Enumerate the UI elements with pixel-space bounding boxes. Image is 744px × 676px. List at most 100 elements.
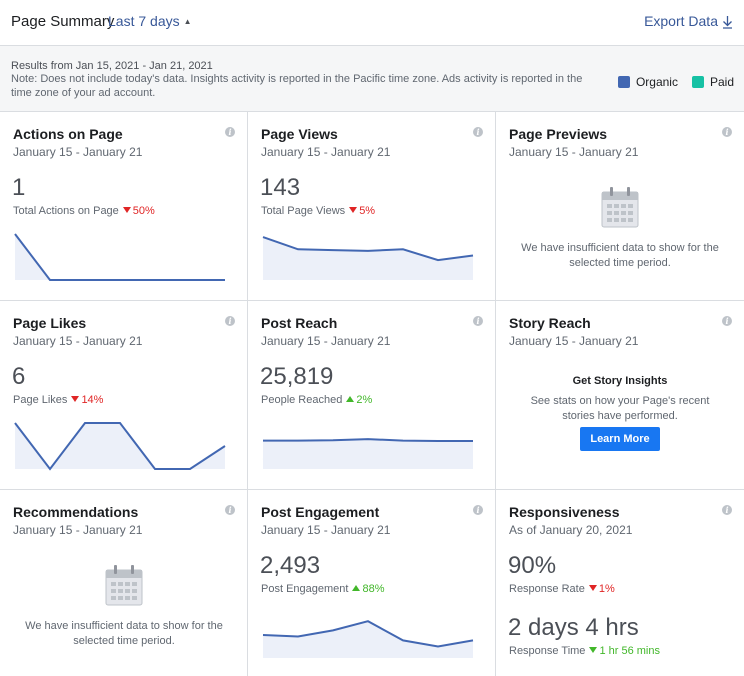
response-rate-label: Response Rate 1% <box>509 583 615 595</box>
series-area-organic <box>15 234 225 280</box>
story-description: See stats on how your Page's recent stor… <box>530 395 710 422</box>
info-icon[interactable]: i <box>473 316 483 326</box>
response-time-value: 2 days 4 hrs <box>508 614 639 641</box>
response-time-change: 1 hr 56 mins <box>599 645 660 657</box>
card-title: Responsiveness <box>509 504 620 520</box>
legend-paid: Paid <box>691 75 734 89</box>
response-rate-value: 90% <box>508 552 557 579</box>
legend-organic-label: Organic <box>635 75 678 89</box>
card-post-reach[interactable]: Post Reach January 15 - January 21 i 25,… <box>248 301 496 490</box>
info-icon[interactable]: i <box>473 127 483 137</box>
response-time-text: Response Time <box>509 645 586 657</box>
empty-state: We have insufficient data to show for th… <box>496 186 744 271</box>
down-arrow-icon <box>349 207 358 213</box>
metric-label-text: People Reached <box>261 394 343 406</box>
card-date: January 15 - January 21 <box>13 523 143 537</box>
down-arrow-icon <box>71 396 80 402</box>
metric-label-text: Post Engagement <box>261 583 349 595</box>
metric-label-text: Total Actions on Page <box>13 205 119 217</box>
legend-paid-label: Paid <box>709 75 734 89</box>
info-icon[interactable]: i <box>722 505 732 515</box>
results-range: Results from Jan 15, 2021 - Jan 21, 2021 <box>11 60 213 72</box>
export-data-link[interactable]: Export Data <box>644 13 733 29</box>
card-title: Post Reach <box>261 315 338 331</box>
response-rate-change: 1% <box>598 583 615 595</box>
legend-organic: Organic <box>617 75 678 89</box>
empty-message: We have insufficient data to show for th… <box>25 620 223 647</box>
card-date: January 15 - January 21 <box>261 145 391 159</box>
series-area-organic <box>263 439 473 469</box>
card-recommendations[interactable]: Recommendations January 15 - January 21 … <box>0 490 248 676</box>
info-icon[interactable]: i <box>722 127 732 137</box>
card-title: Story Reach <box>509 315 591 331</box>
up-arrow-icon <box>352 585 361 591</box>
card-title: Page Views <box>261 126 338 142</box>
card-date: January 15 - January 21 <box>13 334 143 348</box>
card-date: January 15 - January 21 <box>509 334 639 348</box>
card-title: Post Engagement <box>261 504 380 520</box>
down-arrow-icon <box>588 585 597 591</box>
card-date: January 15 - January 21 <box>261 523 391 537</box>
metric-label-text: Total Page Views <box>261 205 346 217</box>
info-bar: Results from Jan 15, 2021 - Jan 21, 2021… <box>0 46 744 112</box>
card-title: Page Likes <box>13 315 87 331</box>
actions-sparkline <box>14 233 225 281</box>
down-arrow-icon <box>589 647 598 653</box>
metric-value: 1 <box>12 174 26 201</box>
metric-label: Total Actions on Page 50% <box>13 205 155 217</box>
reach-sparkline <box>262 438 474 469</box>
card-date: As of January 20, 2021 <box>509 523 633 537</box>
sort-caret-icon: ▲︎ <box>183 17 192 26</box>
card-actions-on-page[interactable]: Actions on Page January 15 - January 21 … <box>0 112 248 301</box>
card-page-likes[interactable]: Page Likes January 15 - January 21 i 6 P… <box>0 301 248 490</box>
empty-state: We have insufficient data to show for th… <box>0 564 248 649</box>
metric-label: People Reached 2% <box>261 394 372 406</box>
info-icon[interactable]: i <box>473 505 483 515</box>
download-icon <box>723 16 732 29</box>
metric-change: 5% <box>359 205 376 217</box>
card-responsiveness[interactable]: Responsiveness As of January 20, 2021 i … <box>496 490 744 676</box>
info-icon[interactable]: i <box>722 316 732 326</box>
up-arrow-icon <box>346 396 355 402</box>
engagement-sparkline <box>262 620 474 658</box>
info-icon[interactable]: i <box>225 505 235 515</box>
down-arrow-icon <box>122 207 131 213</box>
series-area-organic <box>263 237 473 280</box>
card-title: Actions on Page <box>13 126 123 142</box>
learn-more-button[interactable]: Learn More <box>580 427 660 451</box>
card-page-previews[interactable]: Page Previews January 15 - January 21 i … <box>496 112 744 301</box>
series-line-organic <box>262 620 474 648</box>
card-date: January 15 - January 21 <box>261 334 391 348</box>
metric-change: 14% <box>81 394 104 406</box>
likes-sparkline <box>14 422 226 471</box>
series-area-organic <box>263 621 473 658</box>
metric-value: 2,493 <box>260 552 321 579</box>
metric-change: 50% <box>132 205 155 217</box>
metric-label: Post Engagement 88% <box>261 583 384 595</box>
metric-label-text: Page Likes <box>13 394 68 406</box>
metric-label: Total Page Views 5% <box>261 205 375 217</box>
story-heading: Get Story Insights <box>572 375 668 387</box>
series-line-organic <box>262 236 474 262</box>
calendar-icon <box>601 187 639 228</box>
card-post-engagement[interactable]: Post Engagement January 15 - January 21 … <box>248 490 496 676</box>
card-story-reach[interactable]: Story Reach January 15 - January 21 i Ge… <box>496 301 744 490</box>
card-page-views[interactable]: Page Views January 15 - January 21 i 143… <box>248 112 496 301</box>
card-date: January 15 - January 21 <box>13 145 143 159</box>
page-header: Page Summary Last 7 days ▲︎ Export Data <box>0 0 744 46</box>
export-data-label: Export Data <box>644 13 718 29</box>
metric-change: 88% <box>362 583 385 595</box>
organic-swatch <box>617 76 630 88</box>
date-range-dropdown[interactable]: Last 7 days ▲︎ <box>108 13 192 29</box>
card-date: January 15 - January 21 <box>509 145 639 159</box>
series-area-organic <box>15 423 225 469</box>
series-line-organic <box>14 422 226 471</box>
legend: Organic Paid <box>604 75 734 89</box>
calendar-icon <box>105 565 143 606</box>
series-line-organic <box>14 233 225 281</box>
info-icon[interactable]: i <box>225 127 235 137</box>
info-icon[interactable]: i <box>225 316 235 326</box>
metric-label: Page Likes 14% <box>13 394 103 406</box>
timezone-note: Note: Does not include today's data. Ins… <box>11 73 583 99</box>
series-line-organic <box>263 438 473 442</box>
